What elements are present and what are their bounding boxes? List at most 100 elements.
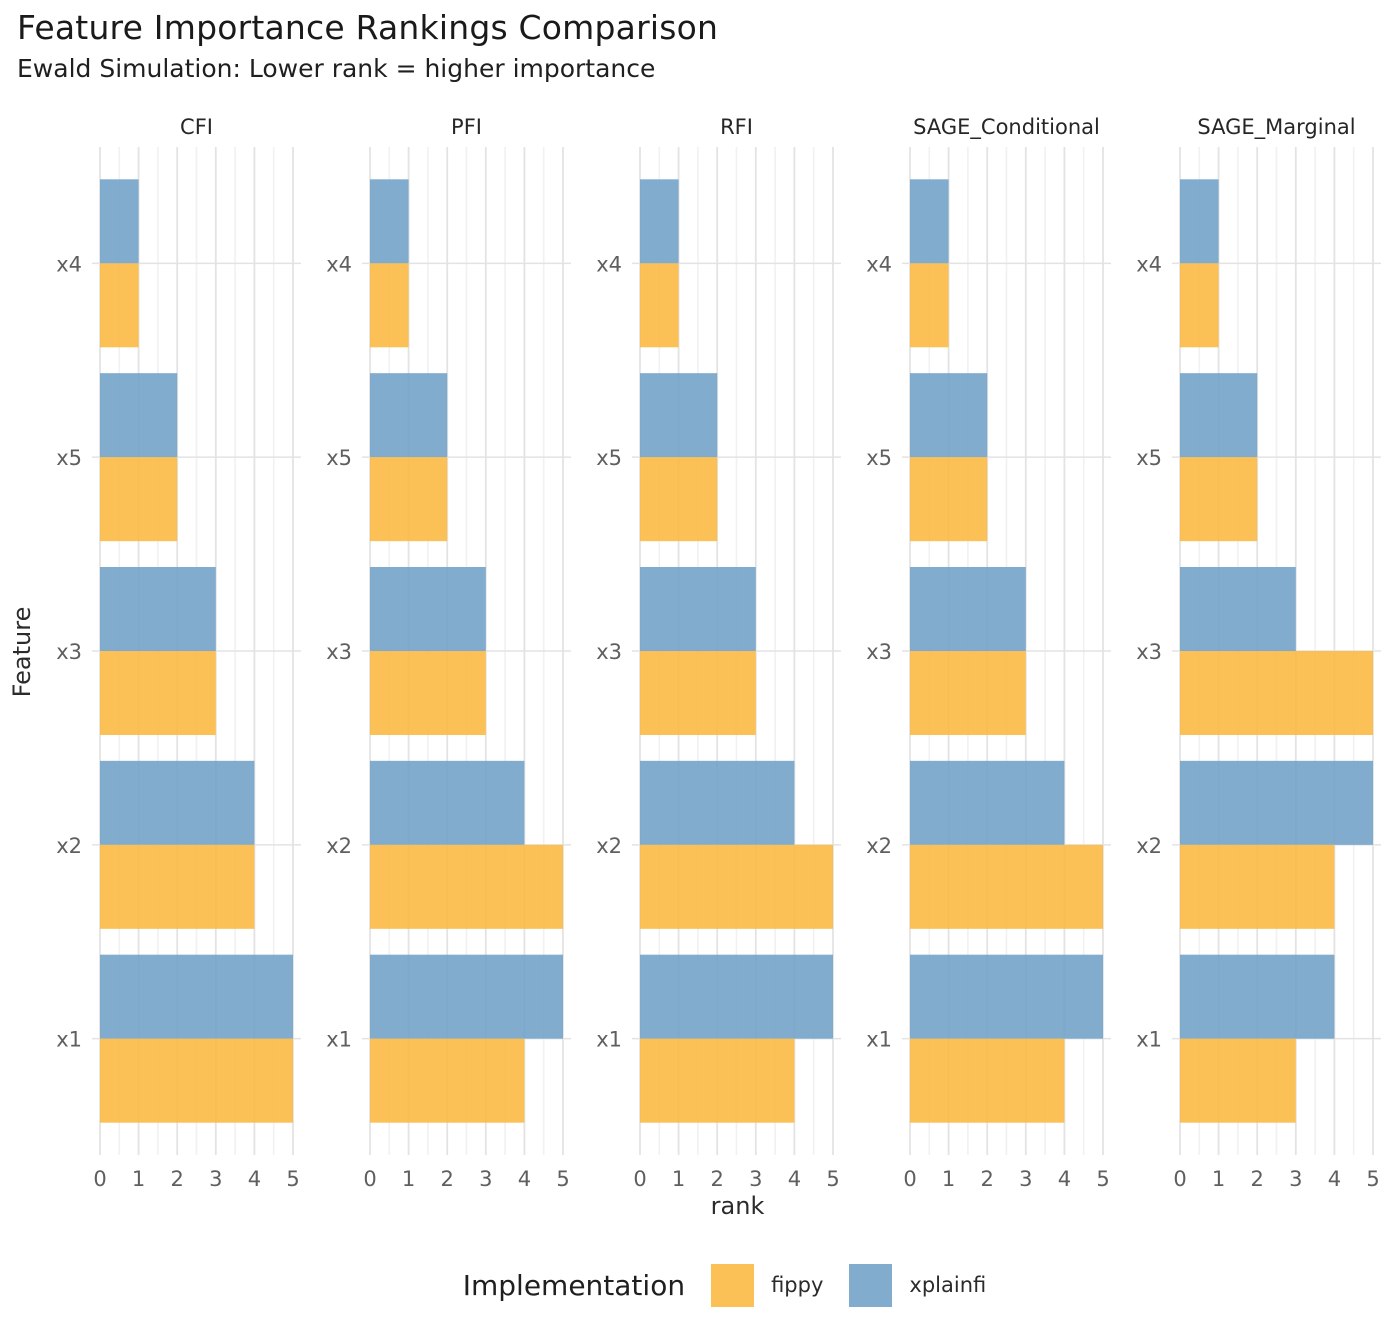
y-tick-label: x4: [56, 252, 82, 276]
bar-xplainfi-CFI-x2: [100, 760, 255, 845]
x-axis-title: rank: [710, 1192, 765, 1220]
bar-xplainfi-RFI-x5: [640, 373, 718, 458]
bar-xplainfi-SAGE_Conditional-x2: [910, 760, 1065, 845]
x-tick-label: 2: [171, 1167, 184, 1191]
facet-panel-PFI: x4 x5 x3 x2 x1 0 1 2 3 4 5 PFI: [326, 115, 571, 1191]
bar-xplainfi-RFI-x1: [640, 954, 833, 1039]
bar-xplainfi-SAGE_Conditional-x3: [910, 567, 1026, 651]
bar-fippy-SAGE_Conditional-x3: [910, 651, 1026, 735]
bar-xplainfi-SAGE_Conditional-x4: [910, 179, 949, 264]
x-tick-label: 1: [402, 1167, 415, 1191]
bar-fippy-SAGE_Conditional-x1: [910, 1038, 1065, 1123]
bar-fippy-SAGE_Marginal-x3: [1180, 651, 1373, 735]
bar-xplainfi-SAGE_Marginal-x1: [1180, 954, 1335, 1039]
chart-title: Feature Importance Rankings Comparison: [17, 8, 719, 47]
y-axis-title: Feature: [8, 606, 36, 698]
bar-fippy-PFI-x1: [370, 1038, 525, 1123]
y-tick-label: x2: [326, 834, 352, 858]
bar-fippy-CFI-x2: [100, 844, 255, 929]
bar-fippy-PFI-x5: [370, 457, 448, 542]
bar-fippy-PFI-x4: [370, 263, 409, 348]
x-tick-label: 3: [1019, 1167, 1032, 1191]
legend-items: fippy xplainfi: [711, 1263, 1012, 1307]
legend-item-xplainfi: xplainfi: [849, 1263, 987, 1307]
x-tick-label: 2: [981, 1167, 994, 1191]
y-tick-label: x1: [326, 1028, 352, 1052]
facet-strip-title: PFI: [451, 115, 482, 139]
facet-panel-CFI: x4 x5 x3 x2 x1 0 1 2 3 4 5 CFI: [56, 115, 301, 1191]
bar-xplainfi-PFI-x5: [370, 373, 448, 458]
x-tick-label: 5: [1096, 1167, 1109, 1191]
x-tick-label: 0: [1173, 1167, 1186, 1191]
bar-fippy-CFI-x1: [100, 1038, 293, 1123]
y-tick-label: x1: [596, 1028, 622, 1052]
bar-xplainfi-SAGE_Marginal-x4: [1180, 179, 1219, 264]
bar-fippy-RFI-x4: [640, 263, 679, 348]
x-tick-label: 0: [903, 1167, 916, 1191]
x-tick-label: 0: [633, 1167, 646, 1191]
x-tick-label: 1: [942, 1167, 955, 1191]
bar-xplainfi-SAGE_Conditional-x5: [910, 373, 988, 458]
bar-fippy-SAGE_Conditional-x4: [910, 263, 949, 348]
y-tick-label: x4: [596, 252, 622, 276]
bar-xplainfi-SAGE_Marginal-x5: [1180, 373, 1258, 458]
bar-xplainfi-PFI-x1: [370, 954, 563, 1039]
bar-fippy-PFI-x2: [370, 844, 563, 929]
x-tick-label: 2: [1251, 1167, 1264, 1191]
bar-xplainfi-PFI-x2: [370, 760, 525, 845]
bar-fippy-CFI-x4: [100, 263, 139, 348]
x-tick-label: 4: [518, 1167, 531, 1191]
x-tick-label: 1: [672, 1167, 685, 1191]
bar-xplainfi-PFI-x4: [370, 179, 409, 264]
y-tick-label: x5: [326, 446, 352, 470]
legend-item-fippy: fippy: [711, 1263, 823, 1307]
legend-title: Implementation: [462, 1268, 686, 1302]
y-tick-label: x5: [1136, 446, 1162, 470]
y-tick-label: x4: [866, 252, 892, 276]
bar-xplainfi-RFI-x4: [640, 179, 679, 264]
x-tick-label: 2: [441, 1167, 454, 1191]
y-tick-label: x3: [326, 640, 352, 664]
bar-fippy-RFI-x3: [640, 651, 756, 735]
facet-panel-RFI: x4 x5 x3 x2 x1 0 1 2 3 4 5 RFI: [596, 115, 841, 1191]
y-tick-label: x2: [596, 834, 622, 858]
bar-xplainfi-RFI-x3: [640, 567, 756, 651]
x-tick-label: 1: [1212, 1167, 1225, 1191]
x-tick-label: 3: [479, 1167, 492, 1191]
y-tick-label: x5: [596, 446, 622, 470]
bar-fippy-RFI-x5: [640, 457, 718, 542]
y-tick-label: x1: [866, 1028, 892, 1052]
x-tick-label: 4: [1328, 1167, 1341, 1191]
chart-subtitle: Ewald Simulation: Lower rank = higher im…: [17, 54, 656, 83]
facet-panel-SAGE_Marginal: x4 x5 x3 x2 x1 0 1 2 3 4 5 SAGE_Marginal: [1136, 115, 1381, 1191]
x-tick-label: 5: [826, 1167, 839, 1191]
legend: Implementation fippy xplainfi: [0, 1250, 1400, 1320]
bar-fippy-SAGE_Marginal-x1: [1180, 1038, 1296, 1123]
y-tick-label: x4: [326, 252, 352, 276]
facet-strip-title: SAGE_Conditional: [913, 115, 1100, 140]
y-tick-label: x3: [866, 640, 892, 664]
bar-fippy-SAGE_Marginal-x2: [1180, 844, 1335, 929]
y-tick-label: x3: [1136, 640, 1162, 664]
bar-xplainfi-CFI-x4: [100, 179, 139, 264]
bar-xplainfi-SAGE_Marginal-x2: [1180, 760, 1373, 845]
bar-fippy-CFI-x3: [100, 651, 216, 735]
facet-strip-title: RFI: [720, 115, 753, 139]
y-tick-label: x1: [1136, 1028, 1162, 1052]
facet-panel-SAGE_Conditional: x4 x5 x3 x2 x1 0 1 2 3 4 5 SAGE_Conditional: [866, 115, 1111, 1191]
bar-fippy-SAGE_Marginal-x5: [1180, 457, 1258, 542]
x-tick-label: 3: [1289, 1167, 1302, 1191]
x-tick-label: 0: [93, 1167, 106, 1191]
y-tick-label: x3: [596, 640, 622, 664]
x-tick-label: 1: [132, 1167, 145, 1191]
x-tick-label: 5: [286, 1167, 299, 1191]
legend-label: xplainfi: [909, 1273, 987, 1297]
bar-fippy-RFI-x2: [640, 844, 833, 929]
x-tick-label: 4: [1058, 1167, 1071, 1191]
bar-xplainfi-SAGE_Marginal-x3: [1180, 567, 1296, 651]
facet-strip-title: SAGE_Marginal: [1197, 115, 1355, 140]
y-tick-label: x2: [1136, 834, 1162, 858]
x-tick-label: 4: [788, 1167, 801, 1191]
